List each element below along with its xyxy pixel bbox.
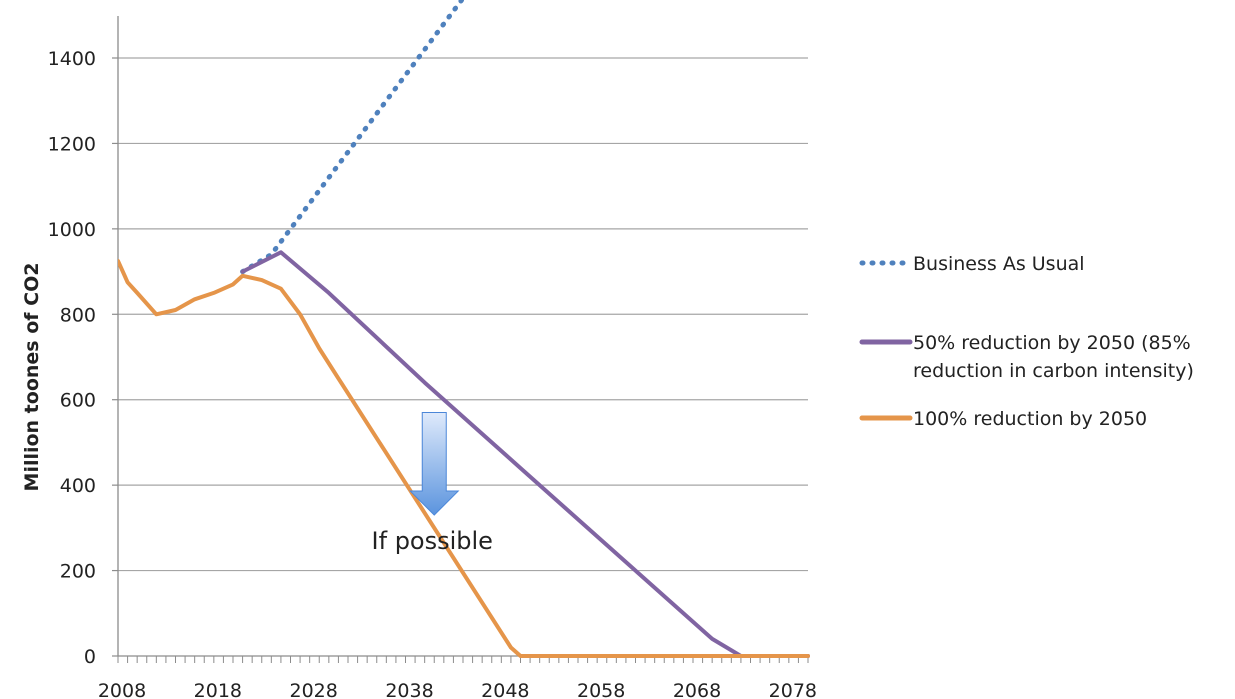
- y-tick-label: 0: [84, 646, 96, 668]
- x-tick-label: 2008: [98, 680, 146, 699]
- y-tick-label: 1400: [48, 48, 96, 70]
- y-tick-label: 400: [60, 475, 96, 497]
- x-tick-labels: 2008 2018 2028 2038 2048 2058 2068 2078: [98, 680, 817, 699]
- series-line-0: [240, 0, 465, 275]
- legend-label-0: Business As Usual: [913, 253, 1085, 275]
- y-tick-labels: 0 200 400 600 800 1000 1200 1400: [48, 48, 96, 668]
- down-arrow-icon: [409, 412, 460, 516]
- x-tick-label: 2048: [481, 680, 529, 699]
- x-tick-label: 2078: [769, 680, 817, 699]
- y-tick-label: 200: [60, 561, 96, 583]
- y-axis-label: Million toones of CO2: [21, 263, 43, 492]
- legend-label-1: 50% reduction by 2050 (85% reduction in c…: [913, 332, 1194, 382]
- x-tick-label: 2028: [289, 680, 337, 699]
- annotation-label: If possible: [372, 527, 493, 555]
- series-line-1: [240, 250, 810, 658]
- gridlines: [118, 57, 808, 572]
- y-tick-label: 600: [60, 390, 96, 412]
- series-lines: [118, 0, 810, 658]
- legend-label-2: 100% reduction by 2050: [913, 408, 1147, 430]
- y-tick-label: 1000: [48, 219, 96, 241]
- x-tick-label: 2038: [385, 680, 433, 699]
- x-tick-label: 2058: [577, 680, 625, 699]
- legend: Business As Usual 50% reduction by 2050 (…: [859, 253, 1194, 430]
- y-tick-label: 1200: [48, 133, 96, 155]
- x-tick-label: 2068: [673, 680, 721, 699]
- y-tick-label: 800: [60, 304, 96, 326]
- annotation: If possible: [372, 412, 493, 555]
- x-tick-label: 2018: [194, 680, 242, 699]
- series-line-2: [118, 258, 810, 658]
